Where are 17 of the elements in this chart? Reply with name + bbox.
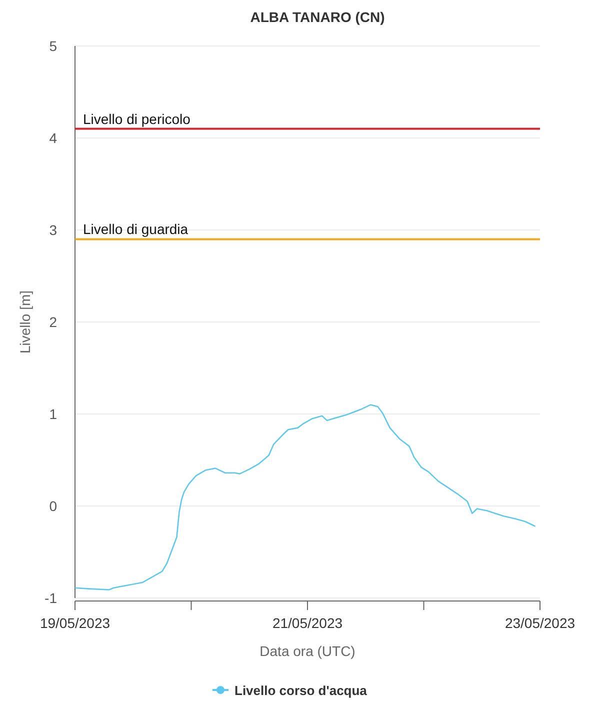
y-tick-label: 0 bbox=[49, 498, 58, 514]
y-axis-title: Livello [m] bbox=[17, 290, 33, 354]
ref-line-label: Livello di guardia bbox=[83, 221, 188, 238]
ref-line-label: Livello di pericolo bbox=[83, 110, 191, 127]
y-tick-label: 3 bbox=[49, 222, 58, 238]
x-tick-label: 19/05/2023 bbox=[40, 615, 110, 631]
y-tick-label: 2 bbox=[49, 314, 58, 330]
y-tick-label: 4 bbox=[49, 130, 58, 146]
chart-title: ALBA TANARO (CN) bbox=[250, 9, 385, 25]
x-tick-label: 23/05/2023 bbox=[504, 615, 576, 631]
x-axis-title: Data ora (UTC) bbox=[260, 643, 356, 659]
line-series bbox=[74, 404, 536, 590]
legend-label: Livello corso d'acqua bbox=[234, 683, 368, 698]
y-tick-label: -1 bbox=[44, 590, 58, 606]
y-tick-label: 1 bbox=[49, 406, 58, 422]
x-tick-label: 21/05/2023 bbox=[272, 615, 343, 631]
y-tick-label: 5 bbox=[49, 38, 58, 54]
